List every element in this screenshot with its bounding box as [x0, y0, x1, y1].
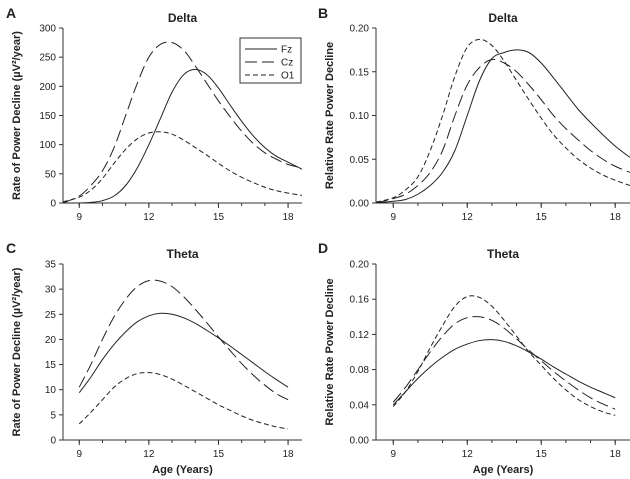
- y-axis-label: Relative Rate Power Decline: [324, 278, 336, 425]
- series-line-fz: [375, 49, 630, 204]
- x-tick-label: 15: [213, 449, 225, 460]
- x-tick-label: 15: [213, 212, 225, 223]
- series-line-cz: [375, 58, 630, 204]
- panel-title: Delta: [488, 11, 518, 25]
- x-tick-label: 12: [462, 449, 474, 460]
- x-tick-label: 12: [143, 449, 155, 460]
- y-tick-label: 5: [50, 410, 56, 421]
- y-tick-label: 100: [39, 140, 56, 151]
- x-tick-label: 18: [283, 212, 295, 223]
- panel-title: Theta: [166, 247, 198, 261]
- y-tick-label: 0.00: [350, 199, 370, 210]
- y-axis-label: Relative Rate Power Decline: [324, 42, 336, 189]
- panel-letter: C: [6, 240, 16, 256]
- series-line-fz: [62, 68, 303, 204]
- y-tick-label: 50: [45, 169, 57, 180]
- x-tick-label: 15: [536, 449, 548, 460]
- y-tick-label: 0: [50, 199, 56, 210]
- x-axis-label: Age (Years): [152, 464, 213, 476]
- y-tick-label: 15: [45, 360, 57, 371]
- series-line-o1: [375, 38, 630, 203]
- y-tick-label: 0.08: [350, 365, 370, 376]
- series-line-o1: [392, 295, 616, 416]
- x-tick-label: 18: [610, 212, 622, 223]
- series-line-cz: [78, 279, 289, 401]
- series-line-o1: [78, 372, 289, 430]
- panel-c: C Theta 0 5 10 15 20 25 30 35 9 12 15 18 Rate of Power…: [6, 240, 302, 476]
- x-tick-label: 15: [536, 212, 548, 223]
- series-line-cz: [62, 41, 303, 204]
- panel-title: Delta: [168, 11, 198, 25]
- x-tick-label: 12: [143, 212, 155, 223]
- series-line-fz: [392, 339, 616, 406]
- y-tick-label: 150: [39, 111, 56, 122]
- panel-a: A Delta 0 50 100 150 200 250 300 9 12 15 18 Rate of P…: [6, 5, 303, 223]
- x-tick-label: 9: [390, 212, 396, 223]
- panel-letter: D: [318, 240, 328, 256]
- y-tick-label: 0.10: [350, 111, 370, 122]
- legend: Fz Cz O1: [239, 37, 302, 84]
- x-tick-label: 18: [283, 449, 295, 460]
- y-tick-label: 0.12: [350, 330, 370, 341]
- legend-label: Fz: [281, 45, 292, 56]
- x-tick-label: 12: [462, 212, 474, 223]
- y-tick-label: 0.04: [350, 400, 370, 411]
- y-tick-label: 300: [39, 24, 56, 35]
- x-tick-label: 18: [610, 449, 622, 460]
- y-tick-label: 0.05: [350, 155, 370, 166]
- x-tick-label: 9: [76, 449, 82, 460]
- x-tick-label: 9: [390, 449, 396, 460]
- legend-label: O1: [281, 71, 295, 82]
- panel-letter: B: [318, 5, 328, 21]
- x-axis-label: Age (Years): [473, 464, 534, 476]
- panel-title: Theta: [487, 247, 519, 261]
- y-tick-label: 0.16: [350, 295, 370, 306]
- series-line-cz: [392, 316, 616, 410]
- panel-letter: A: [6, 5, 16, 21]
- y-tick-label: 35: [45, 260, 57, 271]
- y-tick-label: 20: [45, 335, 57, 346]
- y-tick-label: 200: [39, 82, 56, 93]
- y-tick-label: 0.00: [350, 436, 370, 447]
- y-tick-label: 0.20: [350, 260, 370, 271]
- panel-d: D Theta 0.00 0.04 0.08 0.12 0.16 0.20 9 12 15 18 Rel…: [318, 240, 630, 476]
- y-axis-label: Rate of Power Decline (µV²/year): [11, 267, 23, 436]
- legend-label: Cz: [281, 58, 293, 69]
- series-line-fz: [78, 312, 289, 394]
- y-tick-label: 250: [39, 53, 56, 64]
- y-tick-label: 30: [45, 285, 57, 296]
- y-tick-label: 25: [45, 310, 57, 321]
- y-tick-label: 10: [45, 385, 57, 396]
- series-line-o1: [62, 131, 303, 203]
- panel-b: B Delta 0.00 0.05 0.10 0.15 0.20 9 12 15 18 Relativ…: [318, 5, 630, 223]
- x-tick-label: 9: [76, 212, 82, 223]
- y-axis-label: Rate of Power Decline (µV²/year): [11, 31, 23, 200]
- y-tick-label: 0.20: [350, 24, 370, 35]
- y-tick-label: 0.15: [350, 67, 370, 78]
- y-tick-label: 0: [50, 436, 56, 447]
